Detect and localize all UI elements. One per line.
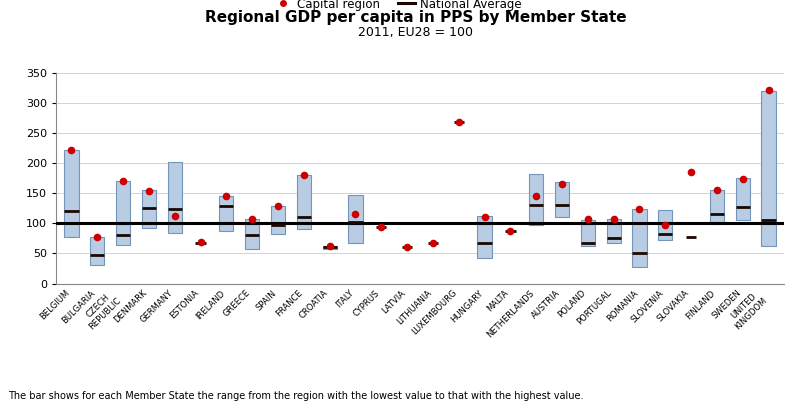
Bar xyxy=(478,216,492,258)
Text: The bar shows for each Member State the range from the region with the lowest va: The bar shows for each Member State the … xyxy=(8,391,583,401)
Bar xyxy=(348,195,362,243)
Bar xyxy=(632,209,646,266)
Bar xyxy=(271,207,285,234)
Bar xyxy=(581,220,595,245)
Bar xyxy=(245,219,259,249)
Bar xyxy=(710,190,724,224)
Bar xyxy=(142,190,156,228)
Text: Regional GDP per capita in PPS by Member State: Regional GDP per capita in PPS by Member… xyxy=(205,10,627,25)
Text: 2011, EU28 = 100: 2011, EU28 = 100 xyxy=(358,26,474,39)
Bar xyxy=(297,175,311,229)
Bar xyxy=(606,219,621,243)
Bar xyxy=(322,246,337,249)
Bar xyxy=(735,178,750,220)
Bar xyxy=(168,162,182,233)
Bar xyxy=(762,91,776,245)
Bar xyxy=(90,237,105,265)
Legend: Capital region, National Average: Capital region, National Average xyxy=(270,0,526,15)
Bar xyxy=(658,210,672,240)
Bar xyxy=(64,150,78,237)
Bar xyxy=(116,181,130,245)
Bar xyxy=(555,182,569,217)
Bar xyxy=(529,174,543,225)
Bar xyxy=(219,196,234,230)
